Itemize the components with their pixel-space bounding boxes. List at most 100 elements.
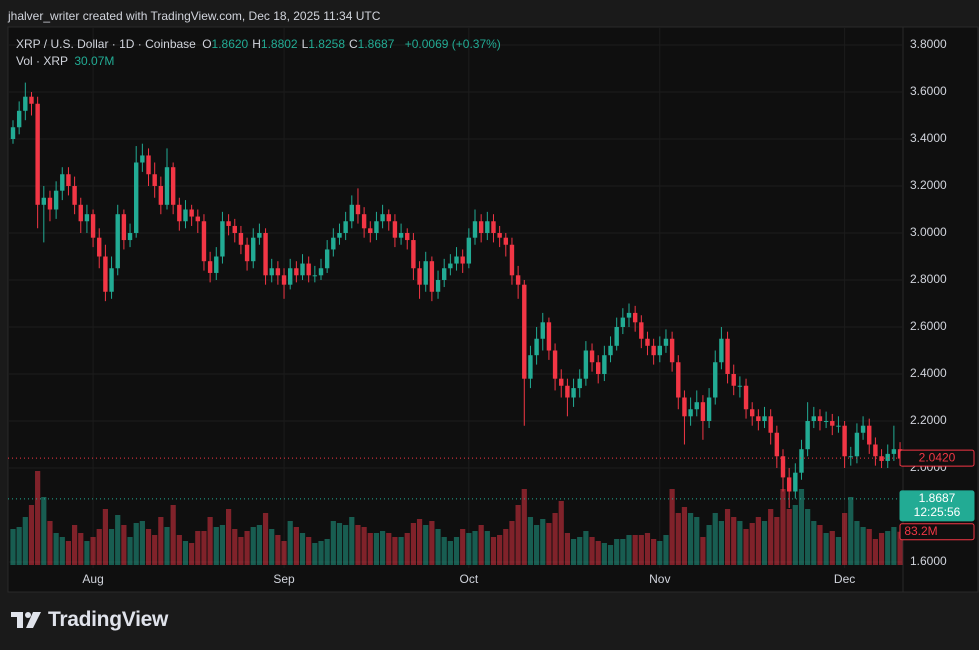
volume-bar <box>404 533 410 565</box>
volume-bar <box>213 527 219 565</box>
x-tick-label: Aug <box>82 572 103 586</box>
candle-body <box>281 275 287 285</box>
candle-body <box>571 388 576 398</box>
volume-bar <box>232 529 238 565</box>
volume-bar <box>207 517 213 565</box>
header-text: jhalver_writer created with TradingView.… <box>8 9 381 23</box>
candle-body <box>713 362 718 398</box>
volume-bar <box>638 535 644 565</box>
volume-bar <box>706 525 712 565</box>
candle-body <box>645 338 650 346</box>
candle-body <box>522 284 527 379</box>
volume-bar <box>386 533 392 565</box>
candle-body <box>251 237 256 262</box>
volume-bar <box>176 535 182 565</box>
volume-bar <box>515 505 521 565</box>
candle-body <box>620 317 626 327</box>
candle-body <box>435 280 441 292</box>
candle-body <box>374 221 379 233</box>
volume-bar <box>688 513 694 565</box>
x-tick-label: Sep <box>273 572 295 586</box>
volume-bar <box>577 537 583 565</box>
candle-body <box>10 127 16 139</box>
volume-bar <box>398 537 404 565</box>
candle-body <box>263 233 268 276</box>
candle-body <box>29 96 34 104</box>
candle-body <box>288 268 293 285</box>
candle-body <box>275 268 281 276</box>
volume-bar <box>423 525 429 565</box>
candle-body <box>860 425 866 433</box>
volume-bar <box>521 489 527 565</box>
candle-body <box>768 416 773 433</box>
candle-body <box>737 385 743 387</box>
x-tick-label: Dec <box>834 572 855 586</box>
candle-body <box>35 103 40 205</box>
candle-body <box>799 449 804 473</box>
volume-bar <box>355 525 361 565</box>
candle-body <box>743 385 749 410</box>
candle-body <box>324 249 330 269</box>
candle-body <box>651 345 656 356</box>
volume-bar <box>299 533 306 565</box>
volume-bar <box>811 521 817 565</box>
volume-bar <box>269 529 275 565</box>
candle-body <box>244 244 250 262</box>
volume-bar <box>601 543 607 565</box>
volume-bar <box>139 521 145 565</box>
volume-bar <box>65 541 72 565</box>
volume-bar <box>410 523 416 565</box>
candle-body <box>380 214 385 222</box>
candle-body <box>226 221 231 226</box>
candle-body <box>448 263 453 269</box>
volume-bar <box>170 505 176 565</box>
volume-bar <box>564 533 570 565</box>
candle-body <box>72 186 77 205</box>
candle-body <box>398 233 404 238</box>
candle-body <box>47 197 53 210</box>
volume-bar <box>219 525 226 565</box>
volume-bar <box>860 527 866 565</box>
volume-bar <box>145 529 152 565</box>
x-tick-label: Nov <box>649 572 670 586</box>
candle-body <box>195 216 200 222</box>
candle-body <box>867 425 872 445</box>
candle-body <box>805 421 810 450</box>
candle-body <box>460 256 465 264</box>
candle-body <box>78 204 83 222</box>
volume-bar <box>546 523 552 565</box>
volume-row: Vol · XRP 30.07M <box>16 53 504 70</box>
candle-body <box>66 174 71 186</box>
candle-body <box>885 453 890 461</box>
legend-value: 1.8620 <box>211 37 249 51</box>
volume-bar <box>651 539 657 565</box>
y-tick-label: 3.2000 <box>910 178 947 192</box>
candle-body <box>608 345 613 356</box>
candle-body <box>84 214 90 222</box>
volume-bar <box>460 529 466 565</box>
volume-bar <box>349 517 355 565</box>
candle-body <box>183 209 188 222</box>
candle-body <box>207 261 213 273</box>
candle-body <box>774 432 780 457</box>
volume-bar <box>540 519 546 565</box>
volume-bar <box>312 543 318 565</box>
candle-body <box>115 214 120 269</box>
volume-bar <box>41 497 47 565</box>
candle-body <box>454 256 459 264</box>
volume-bar <box>102 509 108 565</box>
candle-body <box>41 197 46 205</box>
volume-bar <box>226 509 232 565</box>
volume-bar <box>626 535 632 565</box>
candle-body <box>534 338 539 356</box>
candle-body <box>417 268 422 285</box>
volume-bar <box>829 531 835 565</box>
candle-body <box>442 268 447 280</box>
volume-bar <box>891 527 897 565</box>
candle-body <box>294 268 299 276</box>
y-tick-label: 3.0000 <box>910 225 947 239</box>
candle-body <box>152 174 157 186</box>
volume-bar <box>78 533 84 565</box>
candle-body <box>842 425 847 457</box>
candle-body <box>528 355 533 379</box>
